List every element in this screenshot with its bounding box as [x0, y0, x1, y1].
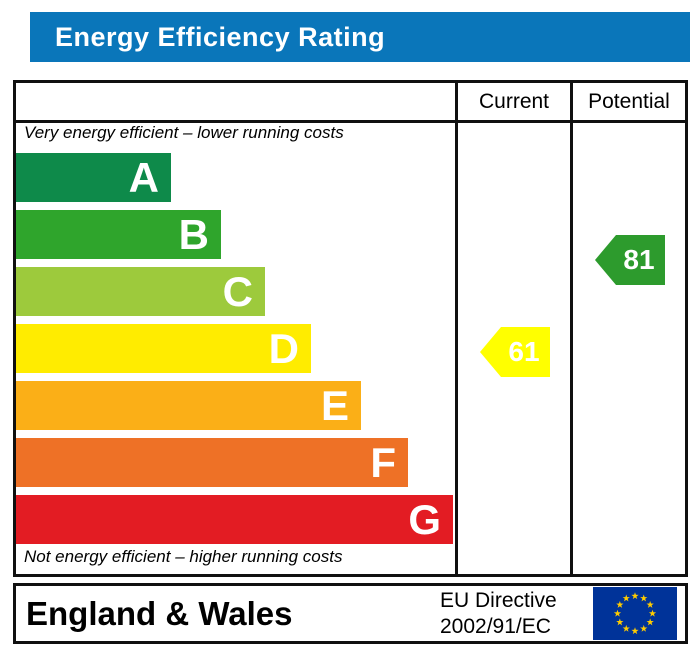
band-B: B [16, 210, 221, 259]
band-F: F [16, 438, 408, 487]
band-A: A [16, 153, 171, 202]
band-C: C [16, 267, 265, 316]
current-column-header: Current [478, 89, 550, 113]
band-letter: G [408, 495, 441, 543]
band-letter: D [268, 324, 299, 372]
region-label: England & Wales [26, 594, 293, 632]
band-E: E [16, 381, 361, 430]
potential-column-divider [570, 83, 573, 574]
footer-bar: England & Wales EU Directive 2002/91/EC [13, 583, 688, 644]
potential-column-header: Potential [588, 89, 670, 113]
band-G: G [16, 495, 453, 544]
current-rating-arrow: 61 [480, 327, 550, 377]
band-letter: A [128, 153, 159, 201]
rating-table: Current Potential Very energy efficient … [13, 80, 688, 577]
band-letter: F [370, 438, 396, 486]
band-letter: C [222, 267, 253, 315]
potential-rating-value: 81 [623, 244, 655, 275]
header-row-divider [16, 120, 685, 123]
title-bar: Energy Efficiency Rating [30, 12, 690, 62]
eu-flag-icon [593, 587, 677, 640]
current-rating-value: 61 [508, 336, 540, 367]
potential-rating-arrow: 81 [595, 235, 665, 285]
bottom-caption: Not energy efficient – higher running co… [24, 547, 343, 566]
current-column-divider [455, 83, 458, 574]
page-title: Energy Efficiency Rating [55, 21, 386, 52]
eu-directive-label: EU Directive 2002/91/EC [440, 588, 557, 640]
top-caption: Very energy efficient – lower running co… [24, 123, 344, 142]
eu-directive-line1: EU Directive [440, 589, 557, 612]
band-letter: B [178, 210, 209, 258]
band-letter: E [320, 381, 349, 429]
band-D: D [16, 324, 311, 373]
eu-directive-line2: 2002/91/EC [440, 615, 551, 638]
